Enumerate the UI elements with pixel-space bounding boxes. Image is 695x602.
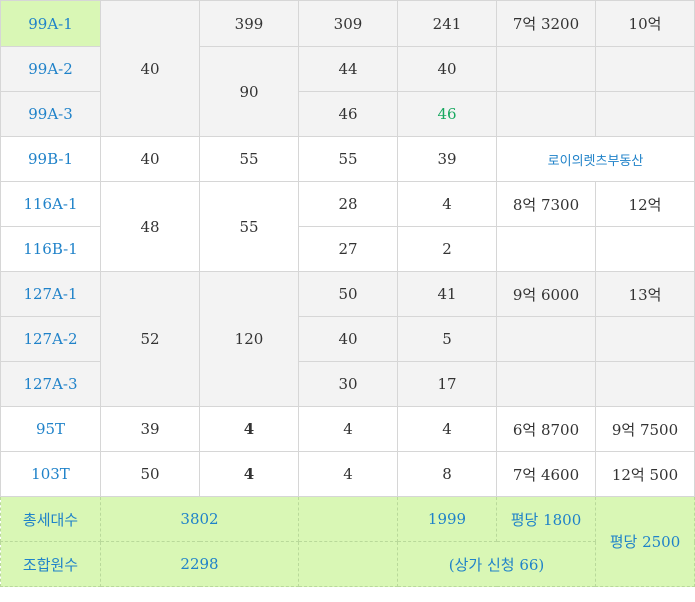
summary-row-members: 조합원수 2298 (상가 신청 66) (0, 541, 695, 587)
col1-cell: 48 (100, 181, 200, 272)
col3-cell: 4 (298, 451, 398, 497)
col1-cell: 40 (100, 0, 200, 137)
col3-cell: 28 (298, 181, 398, 227)
col2-cell: 4 (199, 451, 299, 497)
col4-cell: 17 (397, 361, 497, 407)
col1-cell: 52 (100, 271, 200, 407)
col5-cell: 6억 8700 (496, 406, 596, 452)
table-row: 116A-1 48 55 28 4 8억 7300 12억 (0, 181, 695, 272)
col3-cell: 50 (298, 271, 398, 317)
col1-cell: 40 (100, 136, 200, 182)
col1-cell: 50 (100, 451, 200, 497)
col5-cell: 7억 4600 (496, 451, 596, 497)
col6-cell: 10억 (595, 0, 695, 47)
col4-cell: 39 (397, 136, 497, 182)
price-per-pyeong-1: 평당 1800 (496, 496, 596, 542)
type-cell[interactable]: 99B-1 (0, 136, 101, 182)
col4-cell: 41 (397, 271, 497, 317)
col4-cell: 8 (397, 451, 497, 497)
col3-cell: 30 (298, 361, 398, 407)
col5-cell (496, 46, 596, 92)
table-row: 127A-3 30 17 (0, 361, 695, 407)
col2-cell: 90 (199, 46, 299, 137)
price-per-pyeong-2: 평당 2500 (595, 496, 695, 587)
type-cell[interactable]: 99A-1 (0, 0, 101, 47)
col5-cell (496, 361, 596, 407)
total-extra-value: 1999 (397, 496, 497, 542)
col5-cell (496, 91, 596, 137)
table-row: 99A-1 40 399 309 241 7억 3200 10억 (0, 0, 695, 137)
col6-cell: 13억 (595, 271, 695, 317)
col3-cell: 27 (298, 226, 398, 272)
col6-cell (595, 316, 695, 362)
type-cell[interactable]: 103T (0, 451, 101, 497)
members-value: 2298 (100, 541, 299, 587)
col5-cell (496, 316, 596, 362)
col3-cell: 40 (298, 316, 398, 362)
type-cell[interactable]: 127A-1 (0, 271, 101, 317)
col6-cell: 12억 (595, 181, 695, 227)
col5-cell: 9억 6000 (496, 271, 596, 317)
empty-cell (298, 541, 398, 587)
col6-cell: 9억 7500 (595, 406, 695, 452)
col3-cell: 44 (298, 46, 398, 92)
table-row: 127A-2 40 5 (0, 316, 695, 362)
col5-cell (496, 226, 596, 272)
col4-cell: 2 (397, 226, 497, 272)
col6-cell (595, 91, 695, 137)
col5-cell: 8억 7300 (496, 181, 596, 227)
col2-cell: 399 (199, 0, 299, 47)
table-row: 99B-1 40 55 55 39 로이의렛츠부동산 (0, 136, 695, 182)
type-cell[interactable]: 95T (0, 406, 101, 452)
col5-cell: 7억 3200 (496, 0, 596, 47)
type-cell[interactable]: 99A-2 (0, 46, 101, 92)
col2-cell: 55 (199, 136, 299, 182)
total-households-label: 총세대수 (0, 496, 101, 542)
col3-cell: 4 (298, 406, 398, 452)
commercial-note: (상가 신청 66) (397, 541, 596, 587)
type-cell[interactable]: 127A-2 (0, 316, 101, 362)
col4-cell: 4 (397, 181, 497, 227)
members-label: 조합원수 (0, 541, 101, 587)
empty-cell (298, 496, 398, 542)
col6-cell: 12억 500 (595, 451, 695, 497)
table-row: 99A-3 46 46 (0, 91, 695, 137)
col2-cell: 55 (199, 181, 299, 272)
col3-cell: 55 (298, 136, 398, 182)
col6-cell (595, 46, 695, 92)
table-row: 116B-1 27 2 (0, 226, 695, 272)
table-row: 103T 50 4 4 8 7억 4600 12억 500 (0, 451, 695, 497)
type-cell[interactable]: 116B-1 (0, 226, 101, 272)
col3-cell: 309 (298, 0, 398, 47)
apartment-type-table: 99A-1 40 399 309 241 7억 3200 10억 99A-2 9… (0, 0, 695, 587)
col3-cell: 46 (298, 91, 398, 137)
table-row: 127A-1 52 120 50 41 9억 6000 13억 (0, 271, 695, 407)
col1-cell: 39 (100, 406, 200, 452)
table-row: 95T 39 4 4 4 6억 8700 9억 7500 (0, 406, 695, 452)
type-cell[interactable]: 99A-3 (0, 91, 101, 137)
type-cell[interactable]: 116A-1 (0, 181, 101, 227)
agent-link[interactable]: 로이의렛츠부동산 (496, 136, 695, 182)
col2-cell: 120 (199, 271, 299, 407)
col4-cell: 40 (397, 46, 497, 92)
col4-cell: 241 (397, 0, 497, 47)
col4-cell: 5 (397, 316, 497, 362)
col6-cell (595, 361, 695, 407)
col2-cell: 4 (199, 406, 299, 452)
type-cell[interactable]: 127A-3 (0, 361, 101, 407)
summary-row-total: 총세대수 3802 1999 평당 1800 평당 2500 (0, 496, 695, 587)
col4-cell: 4 (397, 406, 497, 452)
col4-cell: 46 (397, 91, 497, 137)
col6-cell (595, 226, 695, 272)
total-households-value: 3802 (100, 496, 299, 542)
